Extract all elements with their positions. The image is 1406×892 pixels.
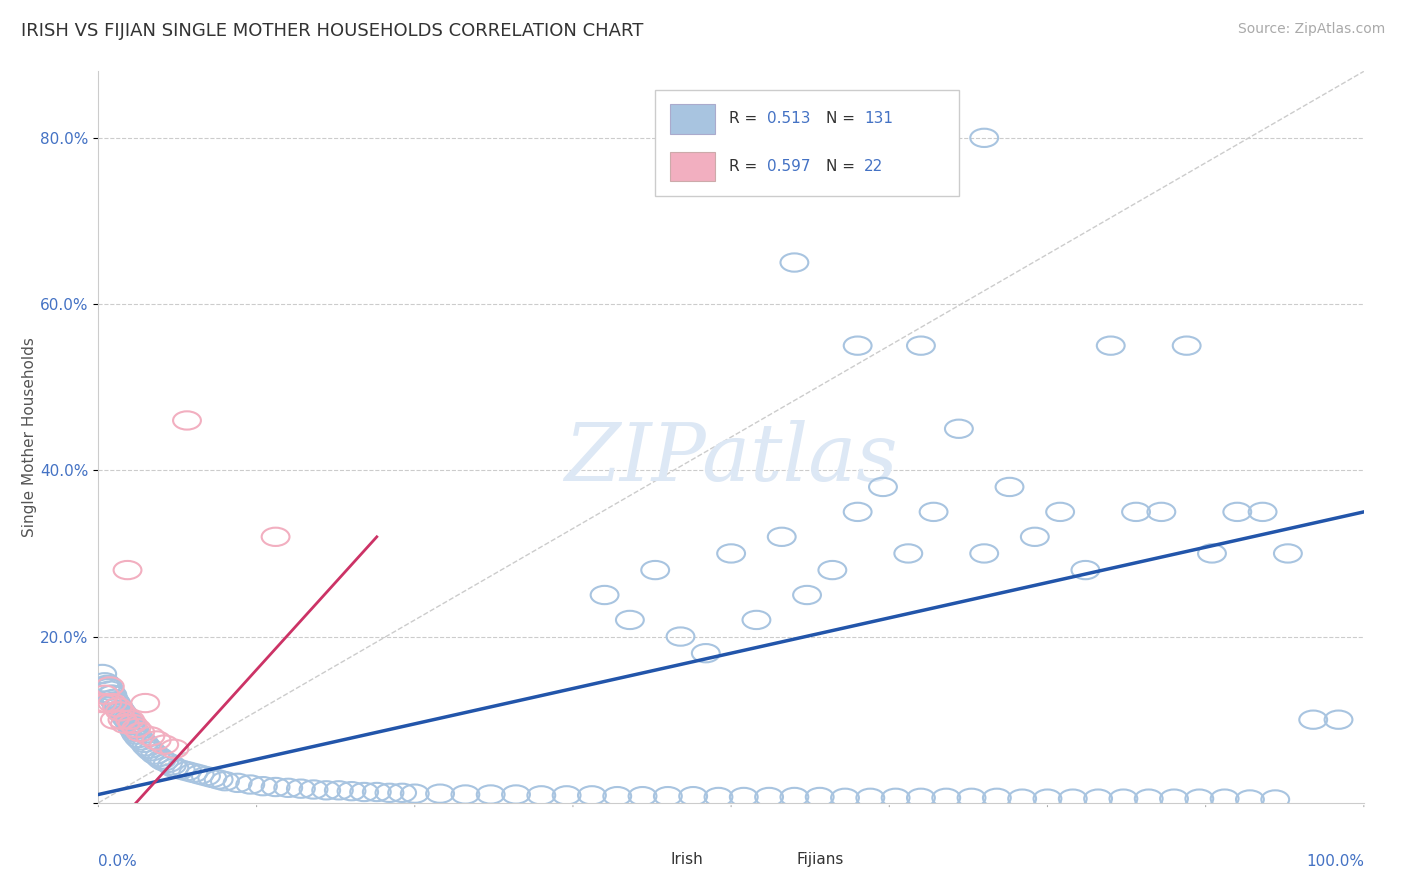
Text: IRISH VS FIJIAN SINGLE MOTHER HOUSEHOLDS CORRELATION CHART: IRISH VS FIJIAN SINGLE MOTHER HOUSEHOLDS… xyxy=(21,22,644,40)
FancyBboxPatch shape xyxy=(751,848,789,869)
Text: 0.597: 0.597 xyxy=(766,159,810,174)
FancyBboxPatch shape xyxy=(671,152,714,181)
Text: 0.0%: 0.0% xyxy=(98,854,138,869)
Text: 100.0%: 100.0% xyxy=(1306,854,1364,869)
Text: Fijians: Fijians xyxy=(797,852,844,867)
Text: R =: R = xyxy=(728,112,762,127)
Text: Irish: Irish xyxy=(671,852,703,867)
Text: Source: ZipAtlas.com: Source: ZipAtlas.com xyxy=(1237,22,1385,37)
Text: N =: N = xyxy=(825,159,860,174)
Text: ZIPatlas: ZIPatlas xyxy=(564,420,898,498)
FancyBboxPatch shape xyxy=(671,104,714,134)
Y-axis label: Single Mother Households: Single Mother Households xyxy=(21,337,37,537)
Text: 22: 22 xyxy=(863,159,883,174)
Text: 131: 131 xyxy=(863,112,893,127)
Text: N =: N = xyxy=(825,112,860,127)
Text: 0.513: 0.513 xyxy=(766,112,810,127)
Text: R =: R = xyxy=(728,159,762,174)
FancyBboxPatch shape xyxy=(623,848,661,869)
FancyBboxPatch shape xyxy=(655,90,959,195)
